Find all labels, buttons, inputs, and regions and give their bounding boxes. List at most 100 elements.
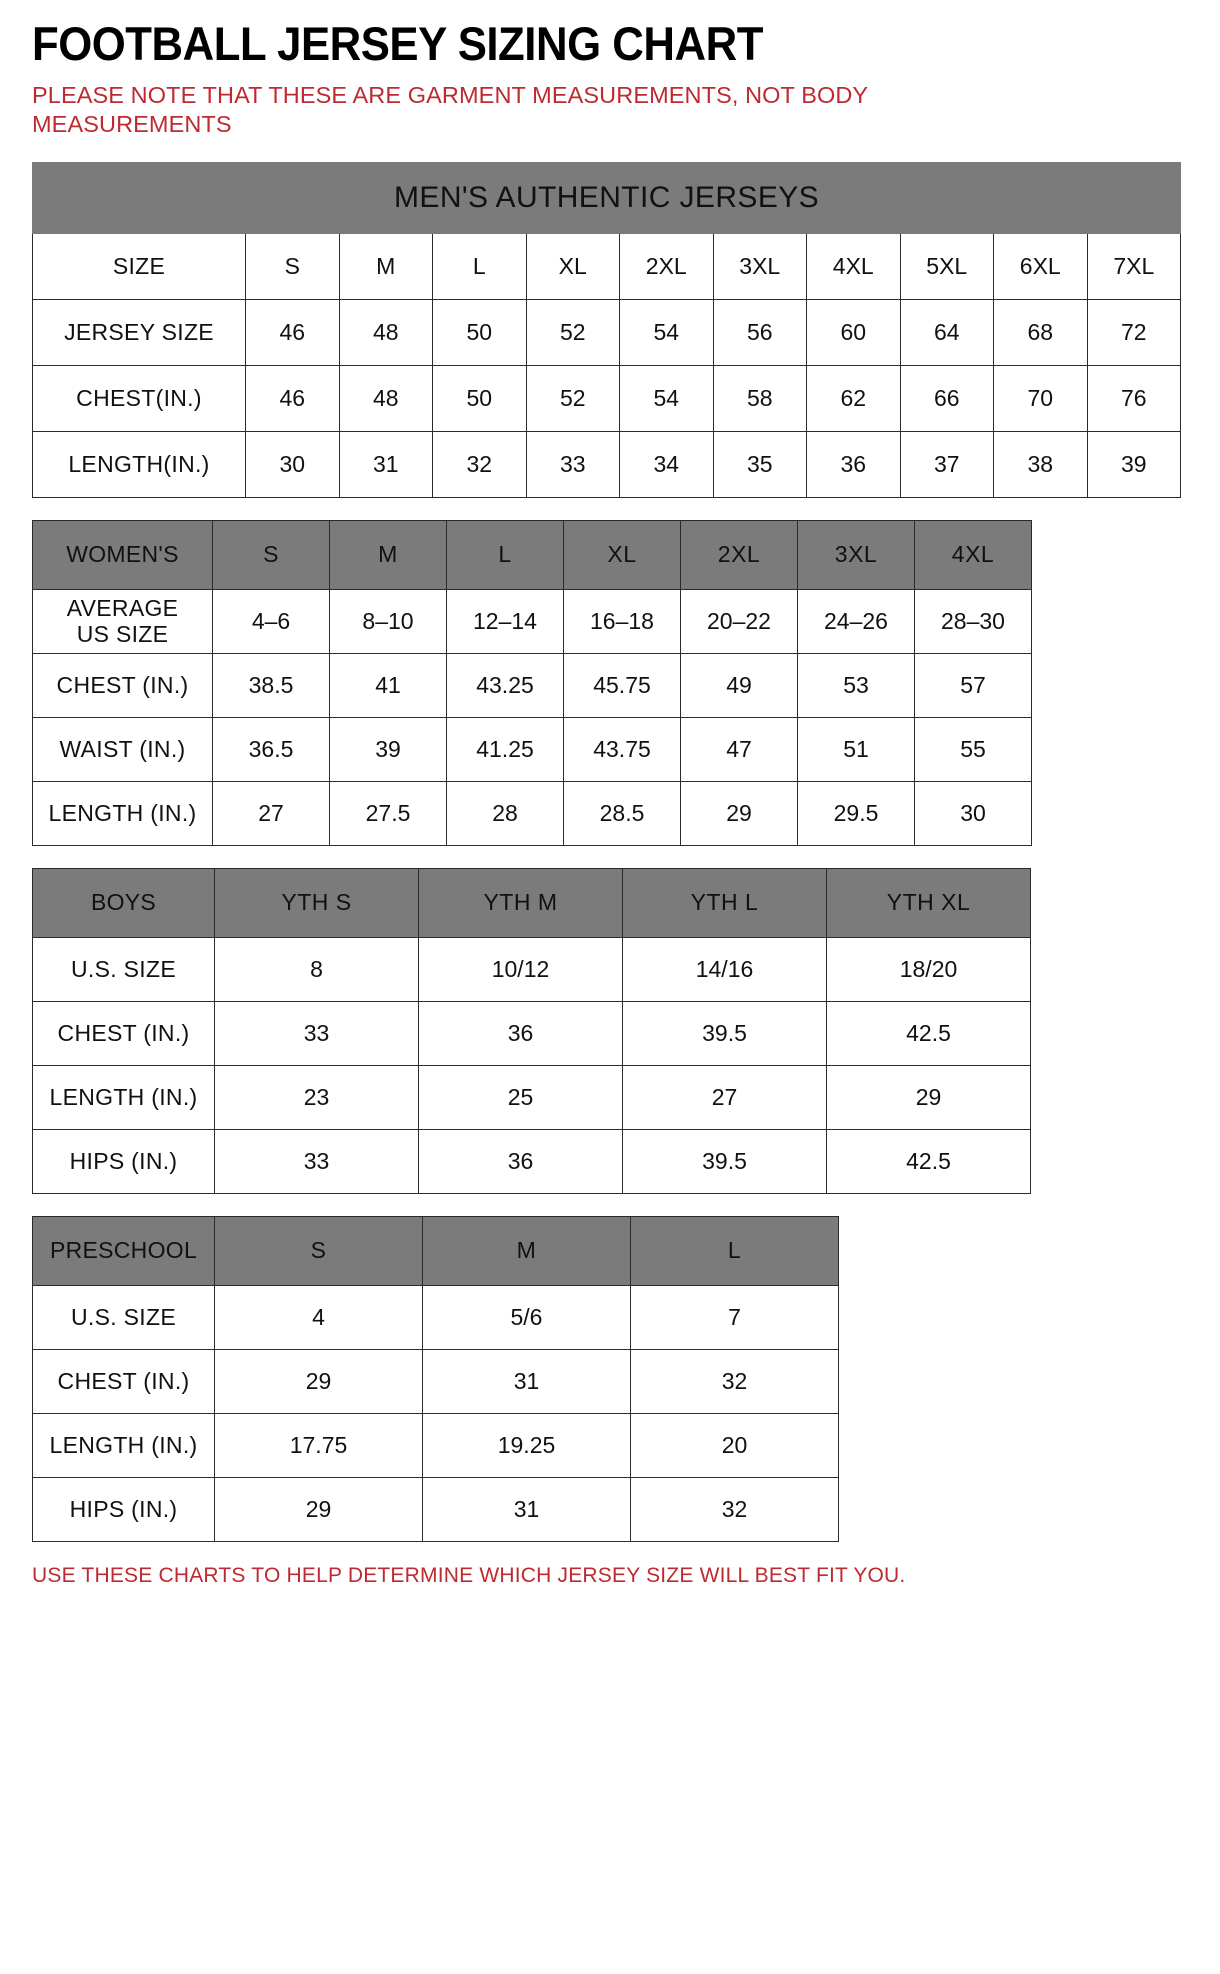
womens-jerseys-table: WOMEN'S S M L XL 2XL 3XL 4XL AVERAGE US … [32, 519, 1032, 846]
cell: 43.25 [446, 652, 564, 718]
womens-col-xl: XL [563, 519, 681, 590]
cell: 55 [914, 716, 1032, 782]
cell: 28–30 [914, 588, 1032, 654]
cell: 34 [619, 430, 714, 498]
cell: 47 [680, 716, 798, 782]
table-banner-row: MEN'S AUTHENTIC JERSEYS [31, 161, 1182, 234]
row-label-us-size: U.S. SIZE [32, 1284, 215, 1350]
mens-authentic-jerseys-table: MEN'S AUTHENTIC JERSEYS SIZE S M L XL 2X… [31, 161, 1182, 498]
cell: 25 [418, 1064, 623, 1130]
table-row: HIPS (IN.) 33 36 39.5 42.5 [32, 1128, 1031, 1194]
cell: 4–6 [212, 588, 330, 654]
cell: 41.25 [446, 716, 564, 782]
cell: 33 [214, 1000, 419, 1066]
table-row: HIPS (IN.) 29 31 32 [32, 1476, 839, 1542]
cell: 54 [619, 364, 714, 432]
cell: 12–14 [446, 588, 564, 654]
cell: 49 [680, 652, 798, 718]
cell: 50 [432, 298, 527, 366]
cell: 62 [806, 364, 901, 432]
cell: 39 [1086, 430, 1182, 498]
cell: 27 [622, 1064, 827, 1130]
cell: 4 [214, 1284, 423, 1350]
table-row: CHEST(IN.) 46 48 50 52 54 58 62 66 70 76 [32, 364, 1182, 432]
preschool-jerseys-table: PRESCHOOL S M L U.S. SIZE 4 5/6 7 CHEST … [32, 1215, 839, 1542]
mens-col-xl: XL [525, 232, 620, 300]
row-label-hips: HIPS (IN.) [32, 1476, 215, 1542]
cell: 8–10 [329, 588, 447, 654]
table-header-row: BOYS YTH S YTH M YTH L YTH XL [32, 867, 1031, 938]
cell: 33 [214, 1128, 419, 1194]
mens-col-4xl: 4XL [806, 232, 901, 300]
cell: 52 [525, 298, 620, 366]
row-label-chest: CHEST (IN.) [32, 652, 213, 718]
row-label-hips: HIPS (IN.) [32, 1128, 215, 1194]
cell: 38 [993, 430, 1088, 498]
cell: 35 [712, 430, 807, 498]
table-row: LENGTH (IN.) 23 25 27 29 [32, 1064, 1031, 1130]
womens-corner-label: WOMEN'S [32, 519, 213, 590]
cell: 50 [432, 364, 527, 432]
womens-col-l: L [446, 519, 564, 590]
cell: 42.5 [826, 1128, 1031, 1194]
cell: 32 [630, 1476, 839, 1542]
cell: 52 [525, 364, 620, 432]
cell: 36 [418, 1128, 623, 1194]
cell: 36.5 [212, 716, 330, 782]
cell: 70 [993, 364, 1088, 432]
row-label-waist: WAIST (IN.) [32, 716, 213, 782]
cell: 20 [630, 1412, 839, 1478]
mens-col-5xl: 5XL [899, 232, 994, 300]
table-row: U.S. SIZE 4 5/6 7 [32, 1284, 839, 1350]
cell: 37 [899, 430, 994, 498]
cell: 27 [212, 780, 330, 846]
preschool-col-l: L [630, 1215, 839, 1286]
cell: 38.5 [212, 652, 330, 718]
table-header-row: WOMEN'S S M L XL 2XL 3XL 4XL [32, 519, 1032, 590]
mens-banner-label: MEN'S AUTHENTIC JERSEYS [31, 161, 1182, 234]
boys-col-yth-m: YTH M [418, 867, 623, 938]
cell: 17.75 [214, 1412, 423, 1478]
boys-col-yth-xl: YTH XL [826, 867, 1031, 938]
cell: 20–22 [680, 588, 798, 654]
cell: 31 [422, 1476, 631, 1542]
cell: 28 [446, 780, 564, 846]
cell: 68 [993, 298, 1088, 366]
cell: 36 [418, 1000, 623, 1066]
row-label-chest: CHEST (IN.) [32, 1348, 215, 1414]
cell: 43.75 [563, 716, 681, 782]
cell: 16–18 [563, 588, 681, 654]
mens-col-3xl: 3XL [712, 232, 807, 300]
cell: 7 [630, 1284, 839, 1350]
cell: 18/20 [826, 936, 1031, 1002]
table-row: U.S. SIZE 8 10/12 14/16 18/20 [32, 936, 1031, 1002]
table-row: LENGTH (IN.) 27 27.5 28 28.5 29 29.5 30 [32, 780, 1032, 846]
row-label-average-us-size: AVERAGE US SIZE [32, 588, 213, 654]
boys-col-yth-l: YTH L [622, 867, 827, 938]
row-label-length: LENGTH(IN.) [32, 430, 246, 498]
cell: 57 [914, 652, 1032, 718]
table-row: LENGTH (IN.) 17.75 19.25 20 [32, 1412, 839, 1478]
cell: 53 [797, 652, 915, 718]
womens-col-4xl: 4XL [914, 519, 1032, 590]
womens-col-m: M [329, 519, 447, 590]
cell: 41 [329, 652, 447, 718]
garment-measurement-note: PLEASE NOTE THAT THESE ARE GARMENT MEASU… [32, 82, 868, 138]
womens-col-2xl: 2XL [680, 519, 798, 590]
cell: 66 [899, 364, 994, 432]
cell: 42.5 [826, 1000, 1031, 1066]
cell: 39 [329, 716, 447, 782]
mens-col-2xl: 2XL [619, 232, 714, 300]
cell: 64 [899, 298, 994, 366]
row-label-chest: CHEST (IN.) [32, 1000, 215, 1066]
cell: 31 [422, 1348, 631, 1414]
cell: 45.75 [563, 652, 681, 718]
cell: 60 [806, 298, 901, 366]
boys-jerseys-table: BOYS YTH S YTH M YTH L YTH XL U.S. SIZE … [32, 867, 1031, 1194]
cell: 31 [338, 430, 433, 498]
cell: 32 [432, 430, 527, 498]
row-label-length: LENGTH (IN.) [32, 780, 213, 846]
page-title: FOOTBALL JERSEY SIZING CHART [32, 17, 763, 70]
mens-col-7xl: 7XL [1086, 232, 1182, 300]
